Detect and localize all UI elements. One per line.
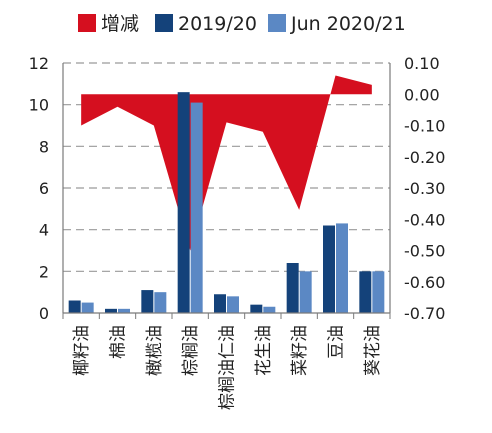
bar-2019-20 [177, 92, 190, 314]
bar-jun-2020-21 [263, 306, 276, 313]
bar-jun-2020-21 [118, 308, 130, 313]
category-label: 花生油 [254, 325, 274, 376]
bar-2019-20 [105, 308, 117, 313]
left-tick-label: 0 [39, 304, 49, 323]
right-tick-label: -0.30 [404, 179, 445, 198]
bar-jun-2020-21 [372, 271, 385, 313]
legend-label: 2019/20 [178, 13, 257, 35]
right-tick-label: -0.20 [404, 148, 445, 167]
category-label: 棕榈油仁油 [218, 325, 238, 410]
bar-2019-20 [214, 294, 226, 313]
right-tick-label: -0.50 [404, 242, 445, 261]
right-tick-label: -0.60 [404, 273, 445, 292]
bar-2019-20 [359, 271, 372, 313]
left-tick-label: 4 [39, 221, 49, 240]
category-label: 棉油 [109, 325, 129, 359]
category-label: 橄榄油 [145, 325, 165, 376]
legend-swatch [78, 14, 96, 32]
legend-swatch [268, 14, 286, 32]
right-tick-label: -0.40 [404, 210, 445, 229]
category-label: 豆油 [327, 325, 347, 359]
right-tick-label: 0.00 [404, 85, 440, 104]
left-tick-label: 8 [39, 137, 49, 156]
bar-2019-20 [323, 225, 335, 313]
bar-jun-2020-21 [81, 302, 94, 313]
bar-2019-20 [286, 263, 299, 313]
bar-jun-2020-21 [190, 102, 203, 313]
bar-2019-20 [68, 300, 81, 313]
bar-2019-20 [250, 304, 263, 313]
category-label: 椰籽油 [72, 325, 92, 376]
left-tick-label: 10 [29, 96, 49, 115]
right-tick-label: -0.10 [404, 117, 445, 136]
bar-jun-2020-21 [336, 223, 348, 313]
right-tick-label: 0.10 [404, 54, 440, 73]
legend-swatch [155, 14, 173, 32]
bar-2019-20 [141, 290, 154, 313]
category-label: 葵花油 [363, 325, 383, 376]
right-tick-label: -0.70 [404, 304, 445, 323]
category-label: 棕榈油 [181, 325, 201, 376]
bar-jun-2020-21 [299, 271, 312, 313]
legend-label: Jun 2020/21 [290, 13, 406, 35]
bar-jun-2020-21 [227, 296, 239, 313]
left-tick-label: 2 [39, 262, 49, 281]
category-label: 菜籽油 [290, 325, 310, 376]
bar-jun-2020-21 [154, 292, 167, 313]
legend-label: 增减 [101, 13, 139, 35]
left-tick-label: 12 [29, 54, 49, 73]
left-tick-label: 6 [39, 179, 49, 198]
area-series-change [81, 75, 372, 251]
